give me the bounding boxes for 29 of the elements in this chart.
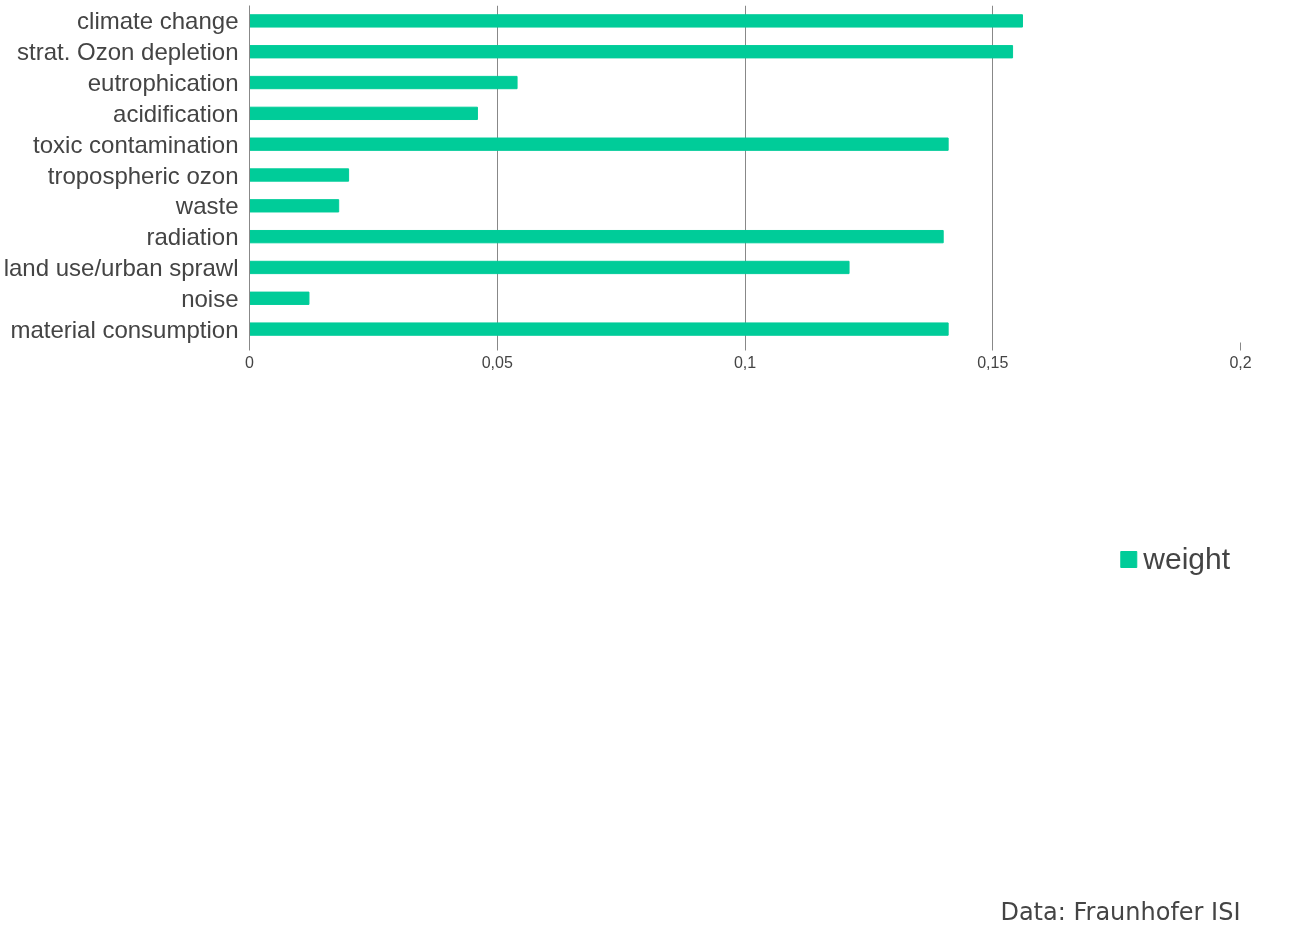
x-tick-label: 0,05 xyxy=(481,353,513,371)
bar xyxy=(249,168,350,182)
bar xyxy=(249,45,1014,59)
bar xyxy=(249,14,1023,28)
x-tick-label: 0,15 xyxy=(977,353,1009,371)
y-tick-label: eutrophication xyxy=(87,69,239,97)
y-tick-label: climate change xyxy=(77,7,239,35)
y-tick-label: noise xyxy=(181,284,239,312)
y-tick-label: toxic contamination xyxy=(33,130,239,158)
y-tick-label: material consumption xyxy=(10,315,239,343)
y-tick-label: radiation xyxy=(146,223,239,251)
bar xyxy=(249,322,949,336)
bar xyxy=(249,137,949,151)
bar xyxy=(249,199,340,213)
text: Data: Fraunhofer ISI xyxy=(1000,897,1241,926)
x-tick-label: 0,1 xyxy=(733,353,757,371)
y-tick-label: waste xyxy=(174,192,239,220)
bar xyxy=(249,106,478,121)
bar xyxy=(249,75,518,90)
y-tick-label: land use/urban sprawl xyxy=(3,253,239,281)
x-tick-label: 0 xyxy=(245,353,255,371)
legend-label: weight xyxy=(1143,542,1230,576)
bar xyxy=(249,260,850,275)
y-tick-label: tropospheric ozon xyxy=(47,161,239,189)
bar xyxy=(249,291,310,305)
y-tick-label: acidification xyxy=(113,99,239,127)
x-tick-label: 0,2 xyxy=(1229,353,1252,371)
bar xyxy=(249,229,944,244)
y-tick-label: strat. Ozon depletion xyxy=(17,38,239,66)
